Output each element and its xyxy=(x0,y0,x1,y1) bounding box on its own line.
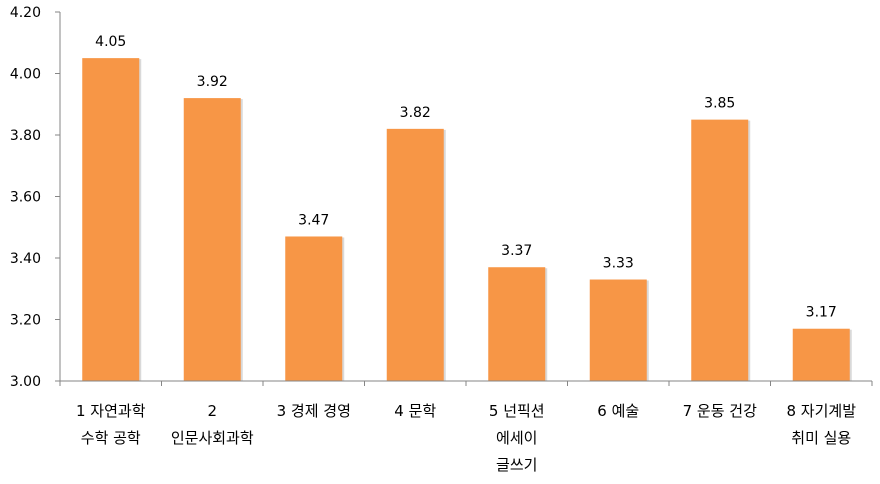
data-label: 3.17 xyxy=(806,305,837,321)
x-tick-label: 5 넌픽션 xyxy=(489,402,545,420)
bar xyxy=(488,267,546,381)
y-tick-label: 3.80 xyxy=(10,128,41,144)
bar xyxy=(183,98,241,381)
data-label: 4.05 xyxy=(95,34,126,50)
x-tick-label: 취미 실용 xyxy=(791,429,851,447)
x-tick-label: 2 xyxy=(207,402,217,420)
bar xyxy=(691,119,749,381)
x-tick-label: 수학 공학 xyxy=(81,429,141,447)
data-label: 3.47 xyxy=(298,212,329,228)
bars: 4.05 3.92 3.47 3.82 3.37 3.33 3.85 3.17 xyxy=(82,34,852,381)
y-tick-label: 3.00 xyxy=(10,374,41,390)
data-label: 3.82 xyxy=(400,105,431,121)
data-label: 3.85 xyxy=(704,96,735,112)
y-tick-label: 4.00 xyxy=(10,67,41,83)
x-tick-label: 7 운동 건강 xyxy=(683,402,757,420)
y-tick-label: 3.40 xyxy=(10,251,41,267)
x-tick-label: 인문사회과학 xyxy=(171,429,254,447)
bar xyxy=(792,328,850,381)
bar xyxy=(82,58,140,381)
data-label: 3.92 xyxy=(197,74,228,90)
y-tick-label: 3.60 xyxy=(10,190,41,206)
y-axis: 3.00 3.20 3.40 3.60 3.80 4.00 4.20 xyxy=(10,5,61,390)
bar xyxy=(285,236,343,381)
y-tick-label: 3.20 xyxy=(10,313,41,329)
x-tick-label: 4 문학 xyxy=(394,402,436,420)
x-tick-label: 에세이 xyxy=(496,429,537,447)
bar xyxy=(386,128,444,381)
x-tick-label: 6 예술 xyxy=(597,402,639,420)
bar xyxy=(589,279,647,381)
y-tick-label: 4.20 xyxy=(10,5,41,21)
x-tick-label: 글쓰기 xyxy=(496,456,537,474)
x-tick-label: 8 자기계발 xyxy=(786,402,856,420)
x-tick-label: 3 경제 경영 xyxy=(277,402,351,420)
data-label: 3.37 xyxy=(501,243,532,259)
data-label: 3.33 xyxy=(603,256,634,272)
x-tick-label: 1 자연과학 xyxy=(76,402,146,420)
